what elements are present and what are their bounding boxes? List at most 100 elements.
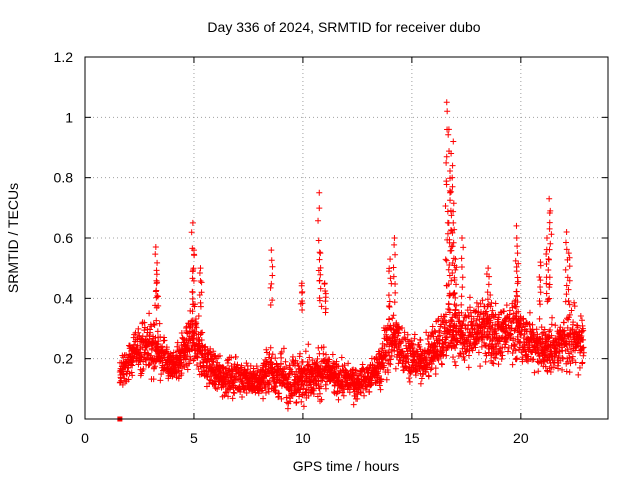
data-point bbox=[547, 360, 554, 367]
data-point bbox=[542, 363, 549, 370]
data-point bbox=[153, 271, 160, 278]
data-point bbox=[385, 268, 392, 275]
data-point bbox=[340, 378, 347, 385]
data-point bbox=[566, 354, 573, 361]
data-point bbox=[279, 366, 286, 373]
data-point bbox=[151, 322, 158, 329]
data-point bbox=[475, 338, 482, 345]
data-point bbox=[316, 189, 323, 196]
data-point bbox=[263, 373, 270, 380]
data-point bbox=[549, 314, 556, 321]
data-point bbox=[447, 247, 454, 254]
data-point bbox=[566, 301, 573, 308]
data-point bbox=[482, 358, 489, 365]
data-point bbox=[277, 361, 284, 368]
data-point bbox=[225, 369, 232, 376]
data-point bbox=[253, 363, 260, 370]
data-point bbox=[302, 348, 309, 355]
data-point bbox=[404, 355, 411, 362]
data-point bbox=[562, 239, 569, 246]
data-point bbox=[310, 385, 317, 392]
data-point bbox=[210, 348, 217, 355]
data-point bbox=[443, 99, 450, 106]
data-point bbox=[317, 264, 324, 271]
data-point bbox=[320, 344, 327, 351]
data-point bbox=[538, 324, 545, 331]
data-point bbox=[546, 284, 553, 291]
data-point bbox=[396, 323, 403, 330]
data-point bbox=[409, 362, 416, 369]
data-point bbox=[316, 297, 323, 304]
data-point bbox=[331, 367, 338, 374]
data-point bbox=[449, 318, 456, 325]
chart-title: Day 336 of 2024, SRMTID for receiver dub… bbox=[207, 19, 480, 35]
data-point bbox=[422, 355, 429, 362]
data-point bbox=[375, 372, 382, 379]
data-point bbox=[326, 356, 333, 363]
data-point bbox=[446, 261, 453, 268]
data-point bbox=[399, 348, 406, 355]
data-point bbox=[498, 356, 505, 363]
data-point bbox=[315, 237, 322, 244]
data-point bbox=[267, 344, 274, 351]
data-point bbox=[550, 364, 557, 371]
data-point bbox=[486, 273, 493, 280]
data-point bbox=[216, 352, 223, 359]
data-point bbox=[190, 301, 197, 308]
data-point bbox=[188, 318, 195, 325]
data-point bbox=[484, 289, 491, 296]
data-point bbox=[446, 236, 453, 243]
data-point bbox=[485, 281, 492, 288]
data-point bbox=[447, 168, 454, 175]
data-point bbox=[278, 348, 285, 355]
data-point bbox=[377, 386, 384, 393]
y-tick-label: 1.2 bbox=[54, 49, 74, 65]
data-point bbox=[225, 393, 232, 400]
data-point bbox=[446, 292, 453, 299]
data-point bbox=[411, 331, 418, 338]
data-point bbox=[155, 338, 162, 345]
data-point bbox=[546, 219, 553, 226]
data-point bbox=[345, 360, 352, 367]
data-point bbox=[195, 312, 202, 319]
data-point bbox=[395, 343, 402, 350]
data-point bbox=[386, 360, 393, 367]
data-point bbox=[384, 357, 391, 364]
data-point bbox=[424, 364, 431, 371]
data-point bbox=[154, 259, 161, 266]
data-point bbox=[388, 352, 395, 359]
y-tick-label: 0.4 bbox=[54, 290, 74, 306]
data-point bbox=[184, 366, 191, 373]
data-point bbox=[178, 370, 185, 377]
data-point bbox=[485, 265, 492, 272]
data-point bbox=[543, 290, 550, 297]
data-point bbox=[386, 298, 393, 305]
data-point bbox=[449, 183, 456, 190]
data-point bbox=[305, 341, 312, 348]
data-point bbox=[366, 388, 373, 395]
data-point bbox=[484, 296, 491, 303]
data-point bbox=[198, 279, 205, 286]
data-point bbox=[406, 375, 413, 382]
data-point bbox=[442, 339, 449, 346]
data-point bbox=[269, 263, 276, 270]
data-point bbox=[197, 303, 204, 310]
data-point bbox=[514, 243, 521, 250]
data-point bbox=[283, 399, 290, 406]
data-point bbox=[389, 315, 396, 322]
data-point bbox=[298, 282, 305, 289]
data-point bbox=[388, 280, 395, 287]
data-point bbox=[317, 285, 324, 292]
data-point bbox=[339, 379, 346, 386]
data-point bbox=[129, 359, 136, 366]
data-point bbox=[477, 300, 484, 307]
data-point bbox=[148, 352, 155, 359]
data-point bbox=[164, 349, 171, 356]
data-point bbox=[286, 365, 293, 372]
data-point bbox=[458, 301, 465, 308]
data-point bbox=[322, 287, 329, 294]
data-point bbox=[566, 277, 573, 284]
data-point bbox=[309, 357, 316, 364]
data-point bbox=[503, 302, 510, 309]
data-point bbox=[392, 251, 399, 258]
